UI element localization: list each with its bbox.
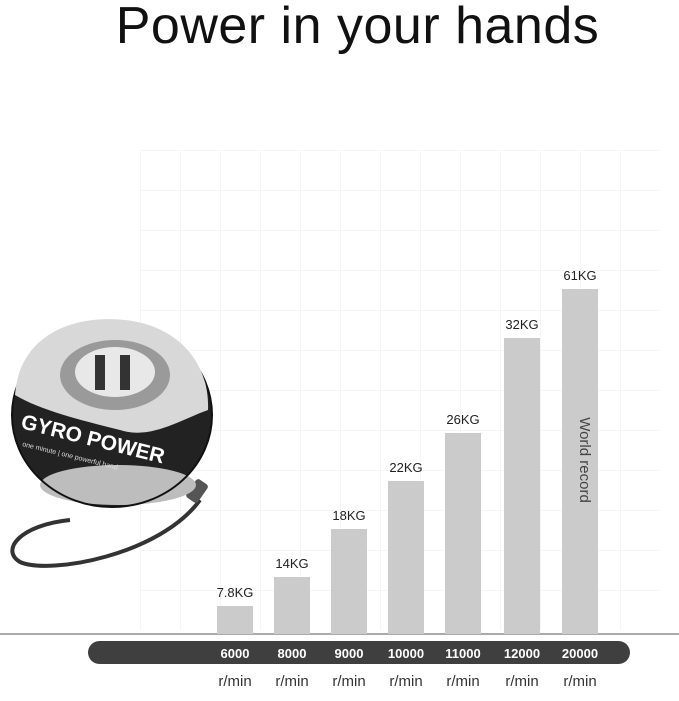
x-tick-label: 20000 [562,646,598,661]
bar [445,433,481,634]
bar-data-label: 22KG [389,460,422,475]
x-tick-label: 6000 [221,646,250,661]
axis-band [88,641,630,664]
x-tick-unit: r/min [275,673,308,690]
gyro-ball-image: GYRO POWER one minute | one powerful han… [10,319,213,568]
bar-data-label: 7.8KG [217,585,254,600]
bar [562,289,598,634]
bar [331,529,367,634]
x-tick-unit: r/min [389,673,422,690]
x-tick-unit: r/min [446,673,479,690]
x-tick-label: 12000 [504,646,540,661]
bar [388,481,424,634]
bar [274,577,310,634]
x-tick-unit: r/min [332,673,365,690]
page-title: Power in your hands [115,0,600,55]
world-record-annotation: World record [576,417,593,503]
bar [504,338,540,634]
x-tick-label: 10000 [388,646,424,661]
bar-data-label: 61KG [563,268,596,283]
x-tick-label: 8000 [278,646,307,661]
bar-data-label: 32KG [505,317,538,332]
x-tick-unit: r/min [505,673,538,690]
bar-data-label: 14KG [275,556,308,571]
x-tick-label: 9000 [335,646,364,661]
x-tick-label: 11000 [445,646,480,661]
x-tick-unit: r/min [218,673,251,690]
bar-data-label: 18KG [332,508,365,523]
bar-data-label: 26KG [446,412,479,427]
bar [217,606,253,634]
x-tick-unit: r/min [563,673,596,690]
